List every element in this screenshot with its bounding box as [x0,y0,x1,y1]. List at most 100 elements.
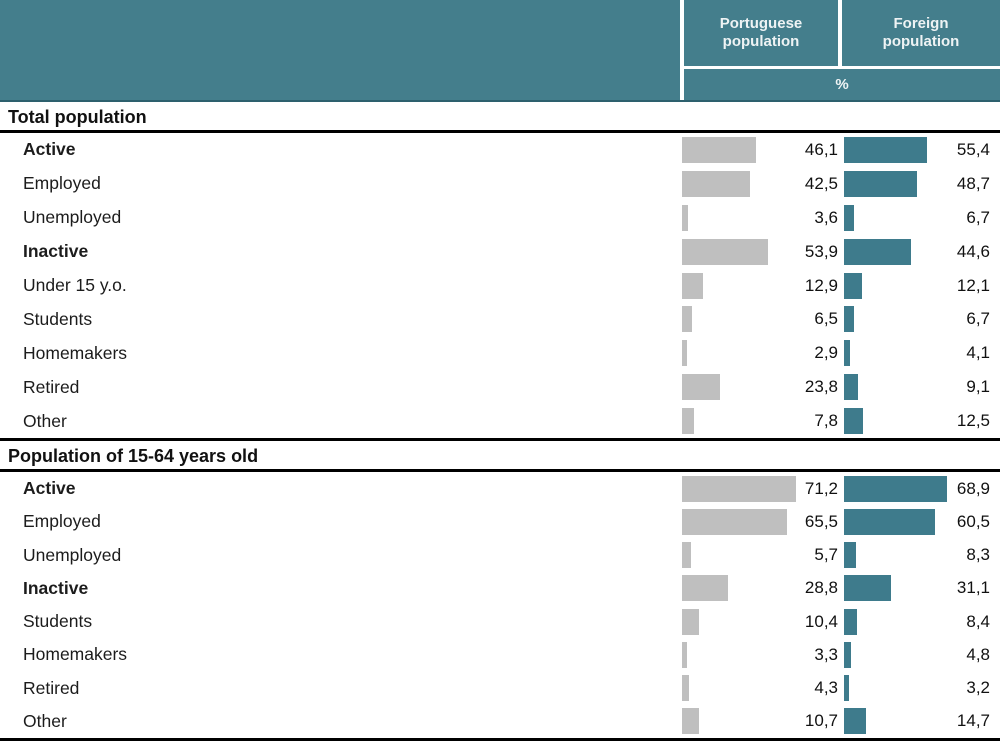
portuguese-value: 23,8 [804,377,838,397]
foreign-cell: 12,5 [844,404,990,438]
foreign-bar [844,575,891,602]
row-label: Other [23,410,67,431]
foreign-value: 55,4 [956,139,990,159]
portuguese-value: 2,9 [814,343,838,363]
portuguese-cell: 5,7 [682,539,838,572]
foreign-cell: 8,3 [844,539,990,572]
unit-header-percent: % [684,69,1000,100]
row-label: Active [23,139,76,160]
section-title: Total population [0,102,1000,133]
foreign-cell: 6,7 [844,201,990,235]
foreign-cell: 8,4 [844,605,990,638]
row-label: Students [23,611,93,632]
foreign-value: 8,3 [966,545,990,565]
foreign-value: 12,5 [956,411,990,431]
portuguese-value: 28,8 [804,578,838,598]
portuguese-cell: 53,9 [682,235,838,269]
portuguese-cell: 28,8 [682,572,838,605]
portuguese-value: 71,2 [804,478,838,498]
foreign-bar [844,475,947,502]
portuguese-cell: 10,7 [682,705,838,738]
section-title: Population of 15-64 years old [0,438,1000,472]
portuguese-bar [682,170,750,197]
data-row: Homemakers 2,9 4,1 [0,336,1000,370]
portuguese-value: 6,5 [814,309,838,329]
row-label: Unemployed [23,207,122,228]
foreign-bar [844,272,862,299]
row-label: Active [23,478,76,499]
portuguese-cell: 46,1 [682,133,838,167]
portuguese-cell: 4,3 [682,672,838,705]
row-label: Retired [23,677,80,698]
portuguese-bar [682,675,689,702]
row-label: Employed [23,511,101,532]
foreign-bar [844,136,927,163]
foreign-bar [844,675,849,702]
portuguese-cell: 23,8 [682,370,838,404]
data-row: Other 7,8 12,5 [0,404,1000,438]
foreign-value: 4,8 [966,644,990,664]
data-row: Employed 65,5 60,5 [0,505,1000,538]
row-label: Retired [23,376,80,397]
foreign-cell: 48,7 [844,167,990,201]
portuguese-bar [682,542,691,569]
column-header-portuguese-population: Portuguese population [684,0,838,66]
foreign-value: 44,6 [956,241,990,261]
data-row: Employed 42,5 48,7 [0,167,1000,201]
data-row: Students 6,5 6,7 [0,302,1000,336]
foreign-value: 14,7 [956,711,990,731]
data-row: Inactive 28,8 31,1 [0,572,1000,605]
portuguese-bar [682,508,787,535]
portuguese-value: 46,1 [804,139,838,159]
foreign-bar [844,641,851,668]
foreign-bar [844,374,858,401]
row-label: Homemakers [23,644,128,665]
portuguese-value: 53,9 [804,241,838,261]
foreign-bar [844,306,854,333]
foreign-value: 48,7 [956,173,990,193]
row-label: Unemployed [23,544,122,565]
foreign-value: 9,1 [966,377,990,397]
foreign-bar [844,238,911,265]
portuguese-value: 7,8 [814,411,838,431]
foreign-cell: 9,1 [844,370,990,404]
foreign-bar [844,408,863,435]
foreign-value: 8,4 [966,611,990,631]
portuguese-cell: 42,5 [682,167,838,201]
portuguese-bar [682,575,728,602]
foreign-value: 68,9 [956,478,990,498]
portuguese-cell: 3,3 [682,638,838,671]
foreign-bar [844,608,857,635]
data-row: Under 15 y.o. 12,9 12,1 [0,269,1000,303]
portuguese-value: 3,3 [814,644,838,664]
portuguese-bar [682,272,703,299]
sections-container: Total population Active 46,1 55,4 Employed 42… [0,102,1000,741]
foreign-cell: 14,7 [844,705,990,738]
foreign-value: 60,5 [956,511,990,531]
portuguese-value: 10,7 [804,711,838,731]
row-label: Homemakers [23,342,128,363]
data-row: Students 10,4 8,4 [0,605,1000,638]
portuguese-cell: 12,9 [682,269,838,303]
foreign-bar [844,204,854,231]
foreign-cell: 44,6 [844,235,990,269]
portuguese-cell: 7,8 [682,404,838,438]
data-row: Inactive 53,9 44,6 [0,235,1000,269]
foreign-cell: 12,1 [844,269,990,303]
portuguese-value: 10,4 [804,611,838,631]
portuguese-value: 5,7 [814,545,838,565]
data-row: Unemployed 3,6 6,7 [0,201,1000,235]
portuguese-bar [682,136,756,163]
portuguese-bar [682,204,688,231]
foreign-value: 31,1 [956,578,990,598]
foreign-bar [844,340,850,367]
row-label: Students [23,308,93,329]
row-label: Inactive [23,577,89,598]
foreign-cell: 68,9 [844,472,990,505]
portuguese-bar [682,374,720,401]
data-row: Homemakers 3,3 4,8 [0,638,1000,671]
portuguese-value: 42,5 [804,173,838,193]
portuguese-cell: 2,9 [682,336,838,370]
section-rows: Active 71,2 68,9 Employed 65,5 60,5 Unemployed… [0,472,1000,738]
